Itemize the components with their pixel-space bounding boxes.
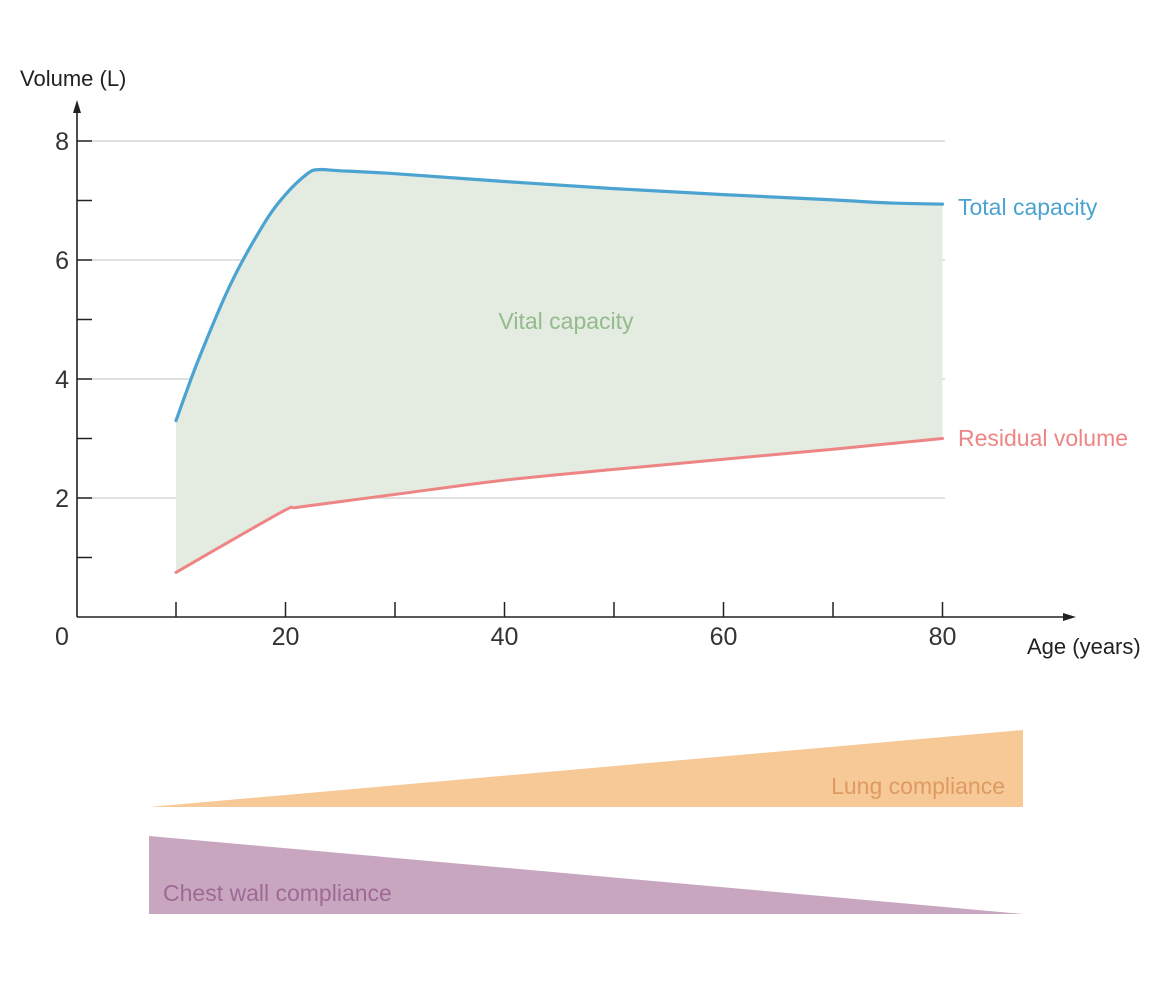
y-axis-arrowhead	[73, 100, 81, 113]
residual-volume-label: Residual volume	[958, 425, 1128, 451]
vital-capacity-label: Vital capacity	[498, 308, 634, 334]
lung-compliance-band	[149, 730, 1023, 807]
y-tick-label: 2	[55, 485, 69, 513]
lung-compliance-label: Lung compliance	[831, 773, 1005, 799]
y-tick-label: 4	[55, 366, 69, 394]
vital-capacity-area	[176, 169, 943, 573]
total-capacity-line	[174, 167, 945, 423]
residual-volume-line	[174, 437, 944, 574]
y-tick-label: 8	[55, 128, 69, 156]
y-tick-label: 6	[55, 247, 69, 275]
axes	[73, 100, 1076, 621]
y-axis-title: Volume (L)	[20, 66, 126, 91]
x-tick-label: 80	[929, 623, 957, 651]
x-axis-title: Age (years)	[1027, 634, 1141, 659]
x-axis-arrowhead	[1063, 613, 1076, 621]
chest-wall-compliance-band	[149, 836, 1023, 914]
x-tick-label: 20	[272, 623, 300, 651]
x-tick-label: 60	[710, 623, 738, 651]
total-capacity-label: Total capacity	[958, 194, 1098, 220]
x-tick-label: 0	[55, 623, 69, 651]
chest-wall-compliance-label: Chest wall compliance	[163, 880, 392, 906]
x-tick-label: 40	[491, 623, 519, 651]
